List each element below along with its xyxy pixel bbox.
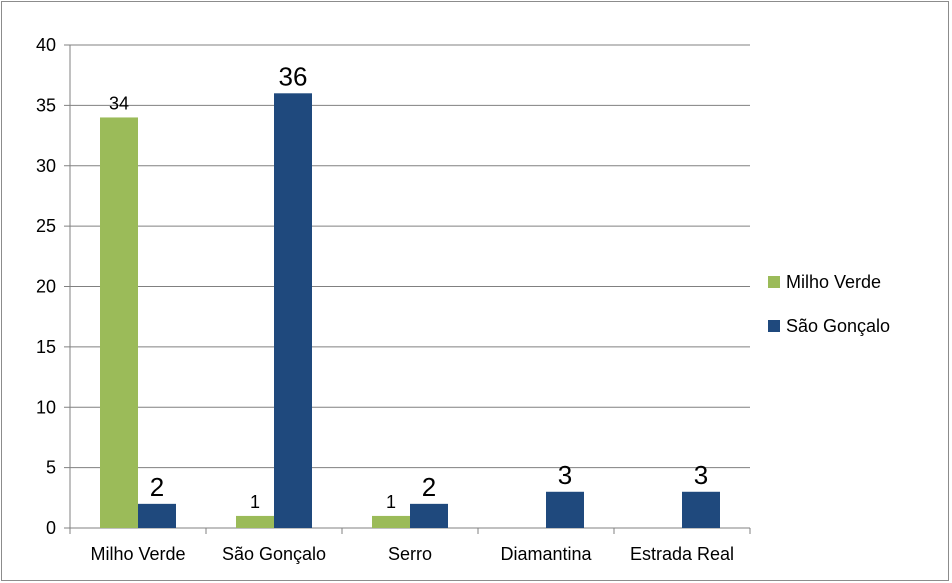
y-tick-label: 10 (36, 397, 56, 417)
x-tick-label: Estrada Real (630, 544, 734, 564)
bar (100, 117, 138, 528)
y-tick-label: 0 (46, 518, 56, 538)
y-tick-label: 30 (36, 156, 56, 176)
data-label: 3 (558, 460, 572, 490)
legend-label: São Gonçalo (786, 316, 890, 336)
legend-swatch (768, 320, 780, 332)
legend: Milho Verde São Gonçalo (768, 272, 890, 336)
data-label: 36 (279, 61, 308, 91)
bars (100, 93, 720, 529)
x-tick-label: Diamantina (500, 544, 592, 564)
x-tick-label: São Gonçalo (222, 544, 326, 564)
legend-swatch (768, 276, 780, 288)
y-axis-ticks: 0 5 10 15 20 25 30 35 40 (36, 35, 56, 538)
y-tick-label: 5 (46, 458, 56, 478)
x-axis-labels: Milho Verde São Gonçalo Serro Diamantina Est… (90, 544, 734, 564)
y-tick-label: 15 (36, 337, 56, 357)
data-label: 1 (386, 492, 396, 512)
y-tick-label: 40 (36, 35, 56, 55)
bar (410, 503, 448, 528)
bar (546, 491, 584, 528)
y-tick-label: 35 (36, 95, 56, 115)
axes (64, 44, 751, 534)
bar (138, 503, 176, 528)
bar (236, 515, 274, 528)
data-label: 34 (109, 93, 129, 113)
bar (682, 491, 720, 528)
x-tick-label: Serro (388, 544, 432, 564)
y-tick-label: 20 (36, 277, 56, 297)
bar (274, 93, 312, 529)
data-label: 2 (150, 472, 164, 502)
data-label: 3 (694, 460, 708, 490)
bar (372, 515, 410, 528)
data-labels: 34 2 1 36 1 2 3 3 (109, 61, 708, 512)
x-tick-label: Milho Verde (90, 544, 185, 564)
gridlines (70, 44, 750, 469)
data-label: 1 (250, 492, 260, 512)
data-label: 2 (422, 472, 436, 502)
y-tick-label: 25 (36, 216, 56, 236)
legend-label: Milho Verde (786, 272, 881, 292)
